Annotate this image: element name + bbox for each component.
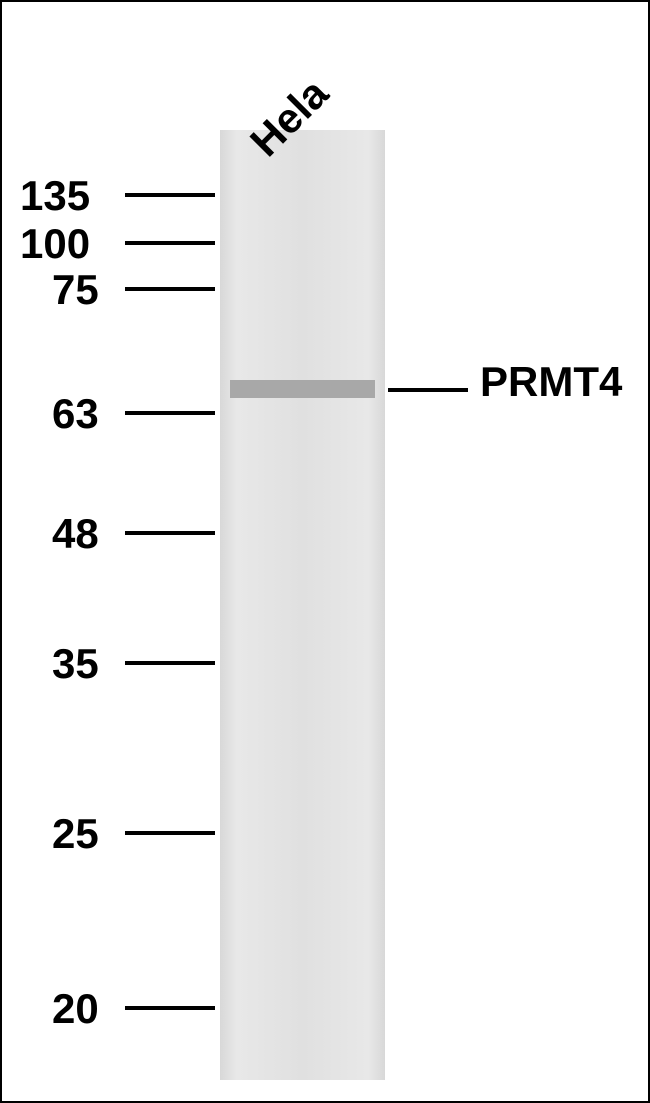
- target-tick: [388, 388, 468, 392]
- marker-label-135: 135: [20, 172, 90, 220]
- marker-label-100: 100: [20, 220, 90, 268]
- target-label-text: PRMT4: [480, 358, 622, 405]
- gel-lane: [220, 130, 385, 1080]
- blot-container: Hela 135 100 75 63 48 35 25 20 PRMT4: [0, 0, 650, 1103]
- target-label: PRMT4: [480, 358, 622, 406]
- protein-band: [230, 380, 375, 398]
- marker-label-35: 35: [52, 640, 99, 688]
- marker-tick-48: [125, 531, 215, 535]
- marker-label-63: 63: [52, 390, 99, 438]
- marker-tick-100: [125, 241, 215, 245]
- marker-label-75: 75: [52, 266, 99, 314]
- marker-tick-63: [125, 411, 215, 415]
- marker-tick-135: [125, 193, 215, 197]
- marker-label-20: 20: [52, 985, 99, 1033]
- marker-tick-35: [125, 661, 215, 665]
- marker-tick-25: [125, 831, 215, 835]
- marker-tick-20: [125, 1006, 215, 1010]
- marker-tick-75: [125, 287, 215, 291]
- marker-label-48: 48: [52, 510, 99, 558]
- marker-label-25: 25: [52, 810, 99, 858]
